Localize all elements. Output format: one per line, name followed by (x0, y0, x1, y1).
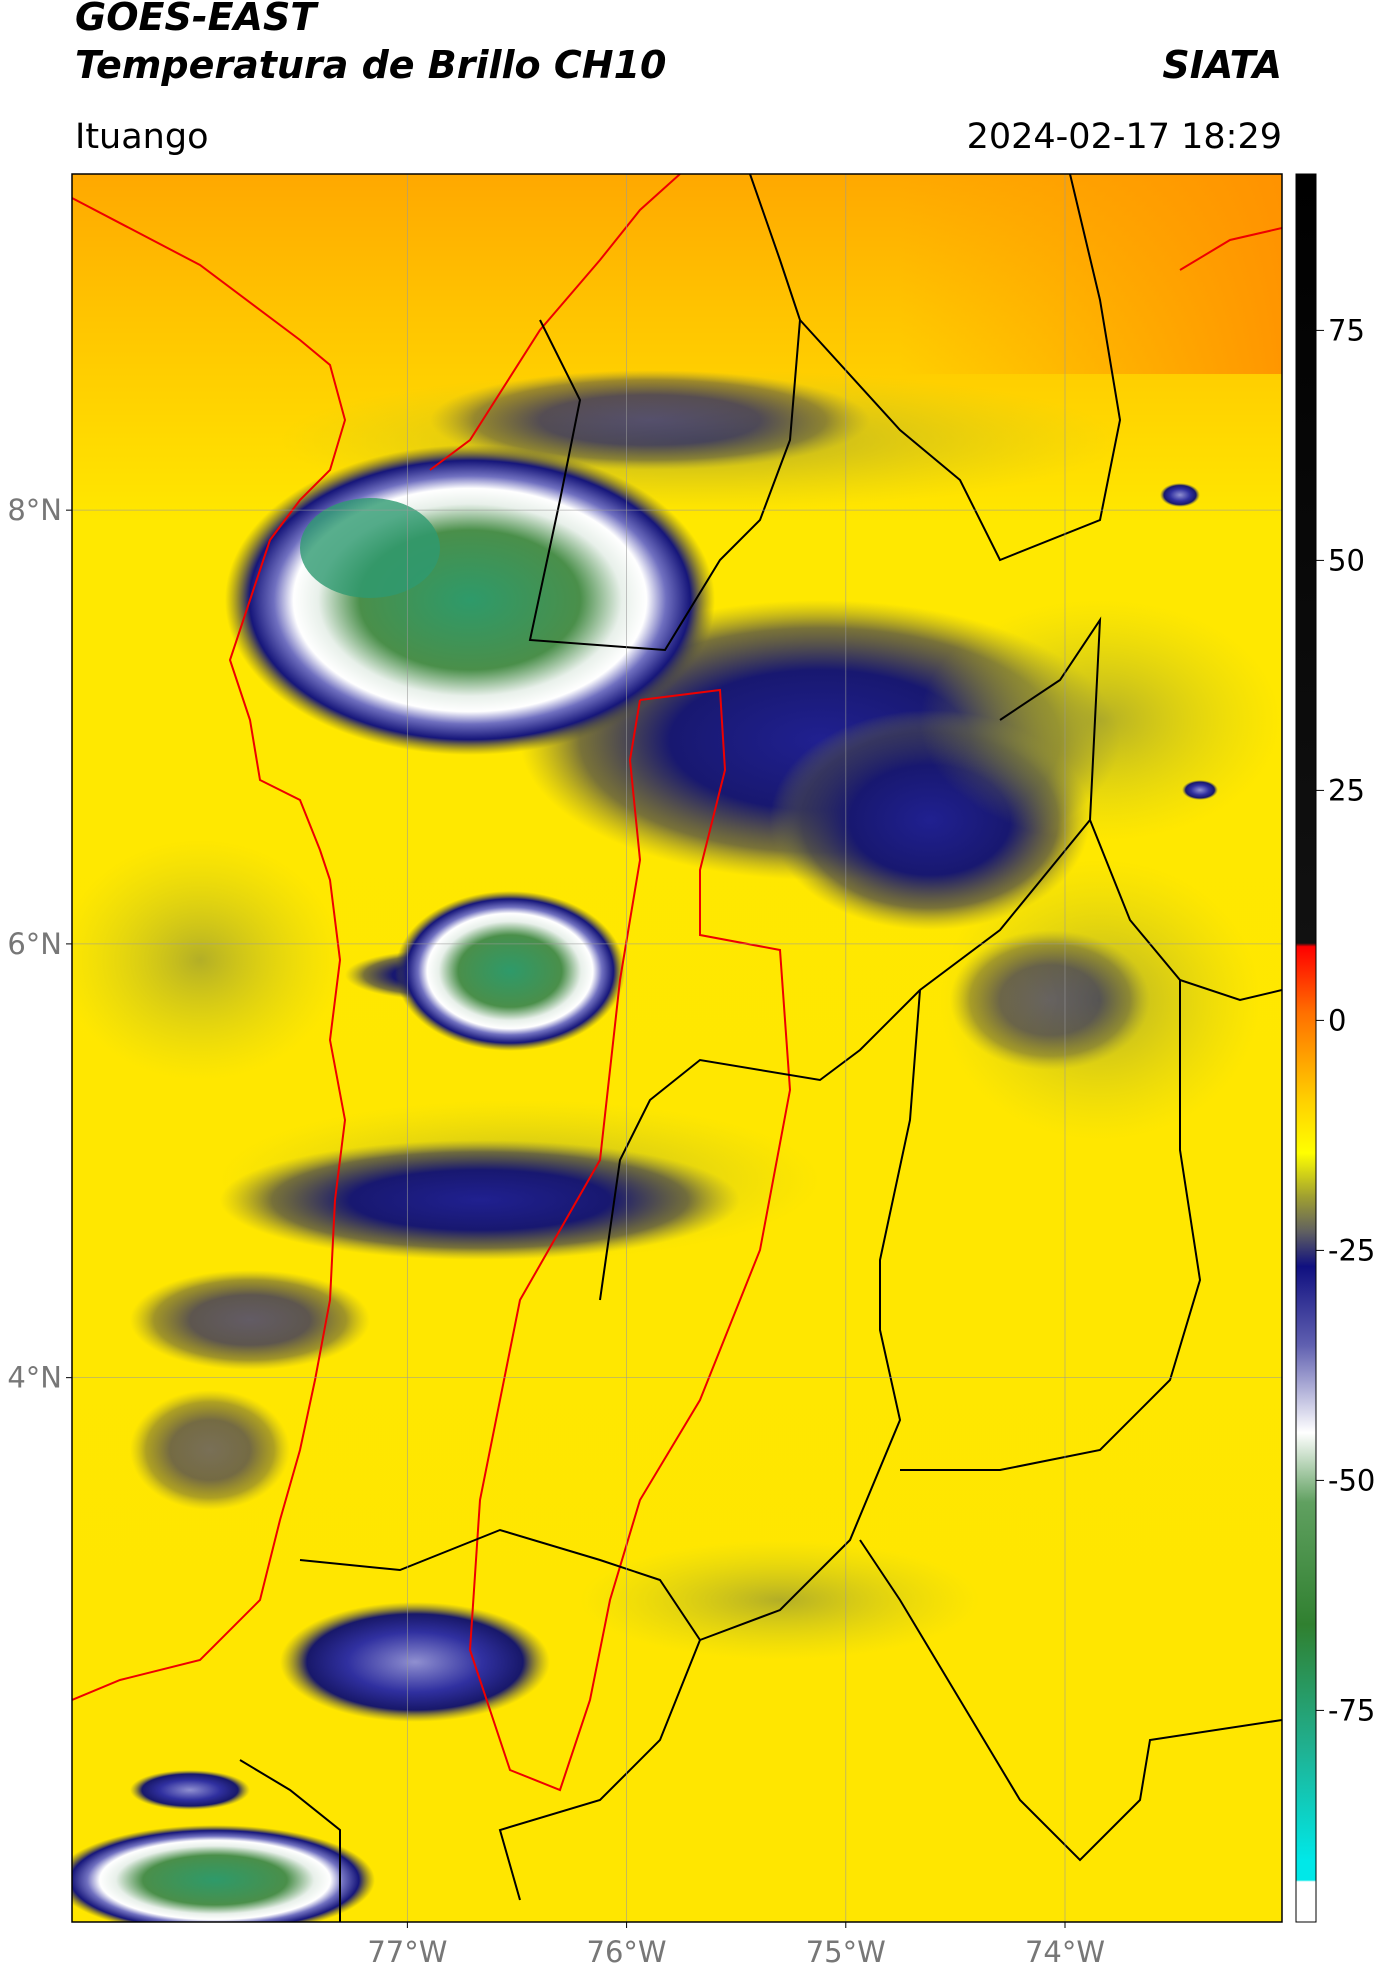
lat-tick-label: 8°N (7, 493, 62, 527)
lon-tick-label: 76°W (587, 1935, 667, 1969)
title: GOES-EAST (75, 0, 319, 39)
colorbar (1295, 173, 1317, 1923)
lat-tick-label: 4°N (7, 1361, 62, 1395)
colorbar-tick-label: -50 (1328, 1463, 1375, 1497)
lon-tick-label: 77°W (367, 1935, 447, 1969)
colorbar-tick-label: 0 (1328, 1003, 1346, 1037)
colorbar-tick-label: -25 (1328, 1233, 1375, 1267)
graticule (72, 174, 1282, 1922)
colorbar-tick-label: -75 (1328, 1693, 1375, 1727)
agency: SIATA (1162, 43, 1282, 87)
lon-tick-label: 74°W (1025, 1935, 1105, 1969)
map-image (72, 174, 1282, 1922)
location: Ituango (75, 117, 209, 157)
subtitle: Temperatura de Brillo CH10 (75, 43, 666, 87)
map-frame (71, 173, 1283, 1923)
lat-tick-label: 6°N (7, 927, 62, 961)
lon-tick-label: 75°W (806, 1935, 886, 1969)
timestamp: 2024-02-17 18:29 (967, 117, 1282, 157)
colorbar-tick-label: 25 (1328, 773, 1365, 807)
colorbar-tick-label: 75 (1328, 313, 1365, 347)
colorbar-tick-label: 50 (1328, 543, 1365, 577)
